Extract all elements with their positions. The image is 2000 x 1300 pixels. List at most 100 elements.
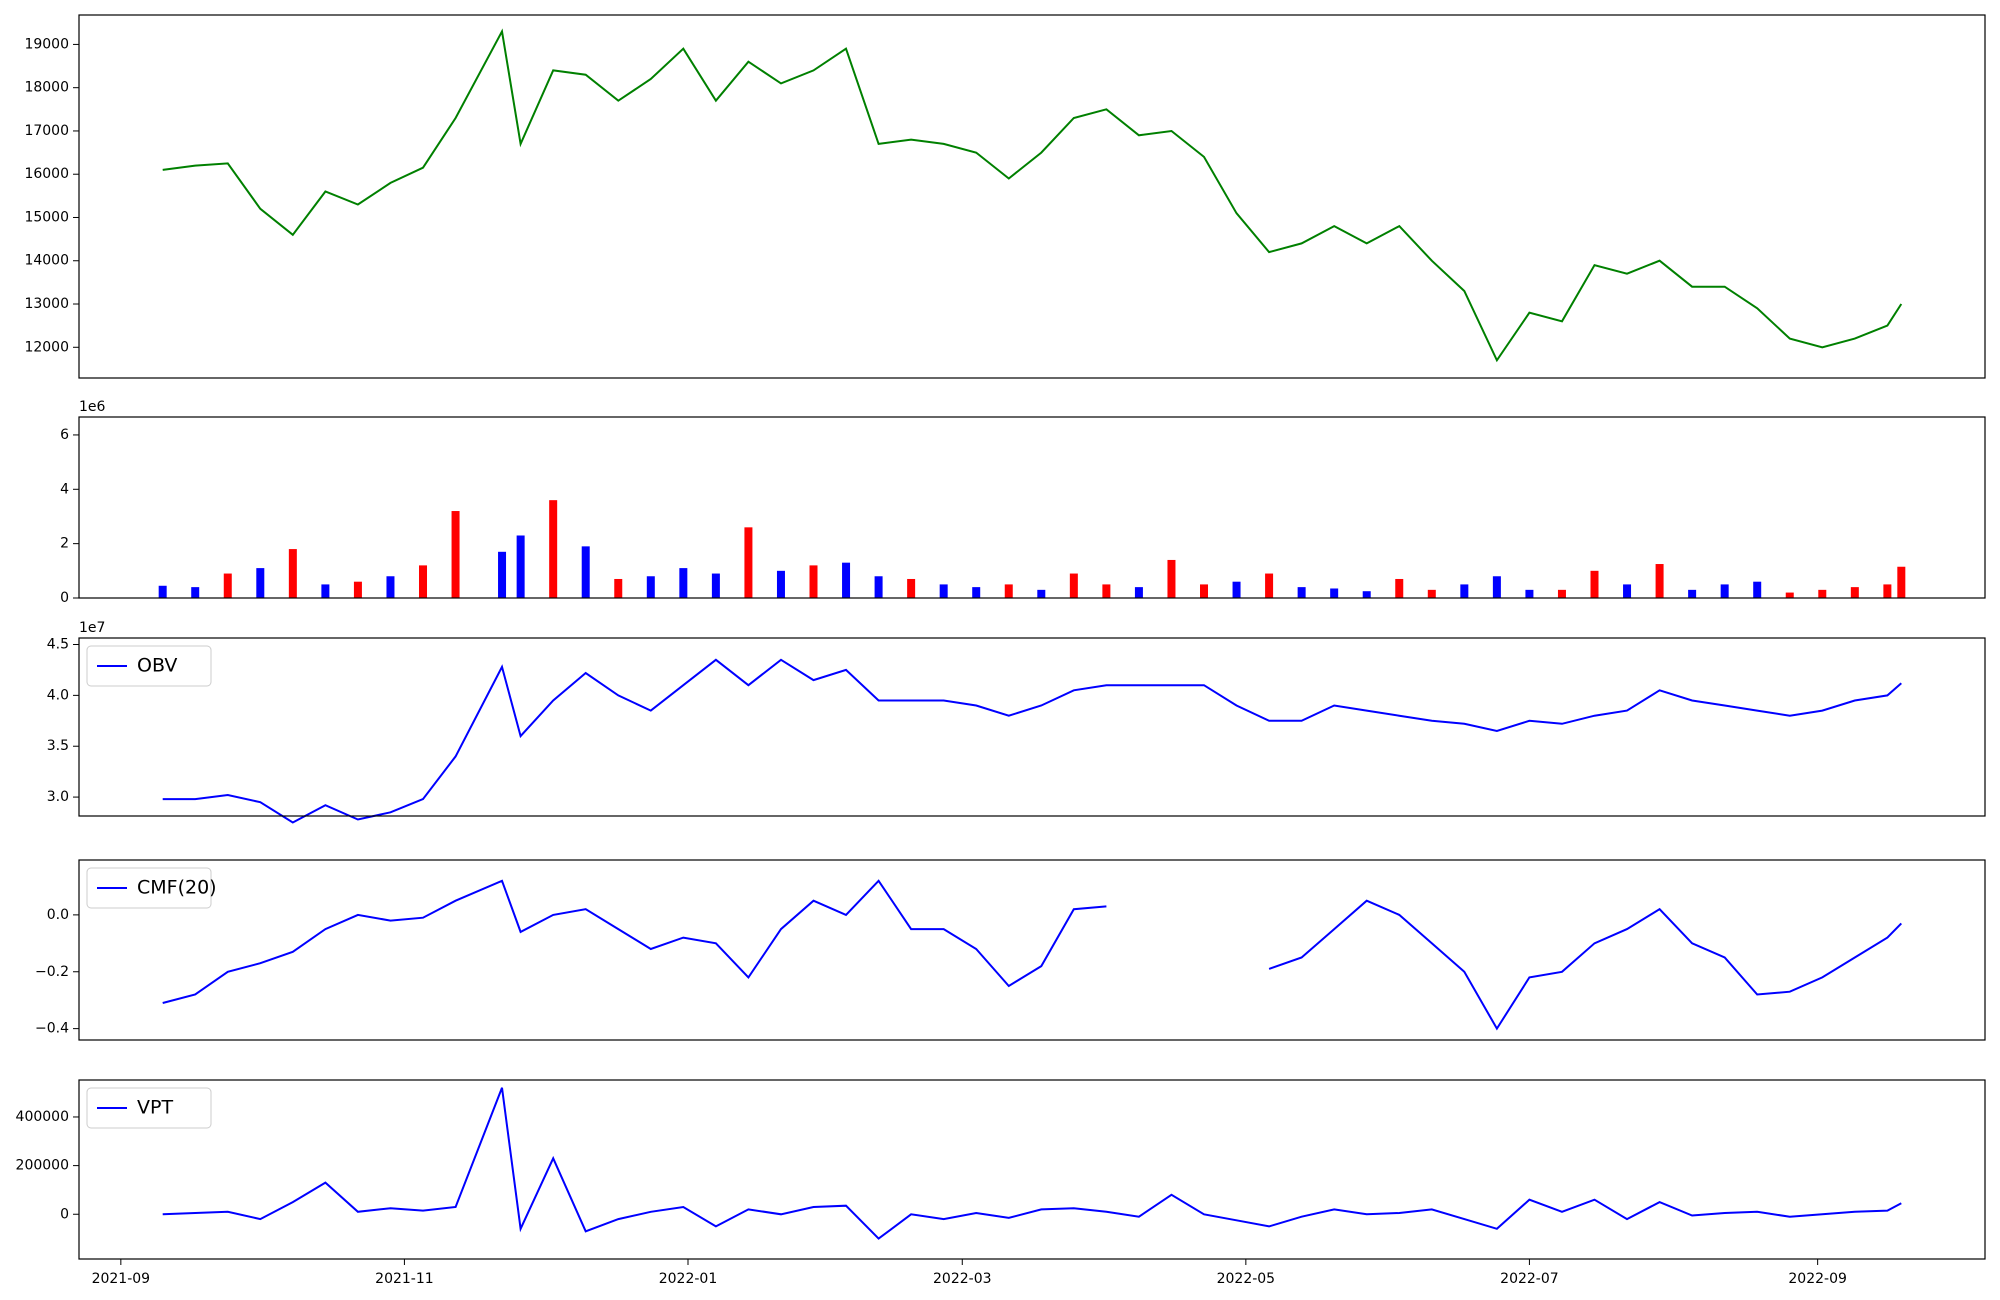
bar [498,551,507,598]
bar [1850,587,1859,598]
y-tick-label: 0.0 [47,907,69,923]
legend-box [86,1087,212,1129]
bar [1688,589,1697,598]
axes-frame [78,1079,1986,1260]
bar [1623,584,1632,598]
line [162,28,1903,363]
line [162,1087,1902,1240]
bar [679,568,688,598]
y-tick-label: 15000 [24,209,69,225]
bar [1427,589,1436,598]
x-tick-label: 2021-09 [92,1271,151,1287]
y-tick-label: 17000 [24,123,69,139]
x-tick-label: 2022-03 [933,1271,992,1287]
y-tick-label: 200000 [16,1158,69,1174]
bar [516,535,525,598]
x-tick-label: 2022-09 [1788,1271,1847,1287]
bar [1037,589,1046,598]
bar [1232,581,1241,598]
bar [158,585,167,598]
y-tick-label: 6 [60,427,69,443]
line [162,879,1903,1031]
axes-frame [78,637,1986,817]
bar [581,546,590,598]
bar [1004,584,1013,598]
bar [1362,591,1371,598]
offset-label: 1e7 [79,620,105,636]
legend-label: OBV [137,655,177,677]
x-tick-label: 2022-05 [1217,1271,1276,1287]
bar [1167,559,1176,598]
bar [1395,578,1404,598]
y-tick-label: 400000 [16,1109,69,1125]
bar [1525,589,1534,598]
bar [646,576,655,598]
bar [1134,587,1143,598]
bar [1818,589,1827,598]
bar [939,584,948,598]
bar [353,581,362,598]
bar [972,587,981,598]
axes-frame [78,859,1986,1041]
bar [1200,584,1209,598]
bar [1897,566,1906,598]
bar [744,527,753,598]
bar [1102,584,1111,598]
legend-label: VPT [137,1097,173,1119]
bar [451,511,460,598]
bar [842,562,851,598]
bar [1655,564,1664,598]
bar [288,549,297,598]
bar [614,578,623,598]
y-tick-label: 16000 [24,166,69,182]
bar [1297,587,1306,598]
bar [191,587,200,598]
legend-box [86,645,212,687]
x-tick-label: 2022-07 [1500,1271,1559,1287]
legend-label: CMF(20) [137,877,217,899]
y-tick-label: 12000 [24,339,69,355]
line [162,658,1902,824]
legend-box [86,867,212,909]
bar [419,565,428,598]
offset-label: 1e6 [79,399,106,415]
bar [1460,584,1469,598]
y-tick-label: 4 [60,481,69,497]
bar [1557,589,1566,598]
bar [386,576,395,598]
bar [776,570,785,598]
bar [1720,584,1729,598]
y-tick-label: 19000 [24,36,69,52]
bar [874,576,883,598]
bar [1590,570,1599,598]
bar [549,500,558,598]
bar [1883,584,1892,598]
y-tick-label: 4.0 [47,687,69,703]
bar [1069,573,1078,598]
x-tick-label: 2022-01 [659,1271,718,1287]
bar [809,565,818,598]
axes-frame [78,14,1986,379]
y-tick-label: 13000 [24,296,69,312]
bar [907,578,916,598]
bar [1330,588,1339,598]
y-tick-label: 2 [60,536,69,552]
bar [711,573,720,598]
y-tick-label: 18000 [24,80,69,96]
bar [321,584,330,598]
bar [1492,576,1501,598]
y-tick-label: 4.5 [47,637,69,653]
y-tick-label: −0.4 [35,1021,69,1037]
bar [1265,573,1274,598]
y-tick-label: −0.2 [35,964,69,980]
y-tick-label: 14000 [24,253,69,269]
bar [256,568,265,598]
bar [1785,592,1794,598]
y-tick-label: 0 [60,590,69,606]
x-tick-label: 2021-11 [375,1271,434,1287]
y-tick-label: 3.5 [47,738,69,754]
axes-frame [78,416,1986,599]
bar [1753,581,1762,598]
y-tick-label: 3.0 [47,789,69,805]
